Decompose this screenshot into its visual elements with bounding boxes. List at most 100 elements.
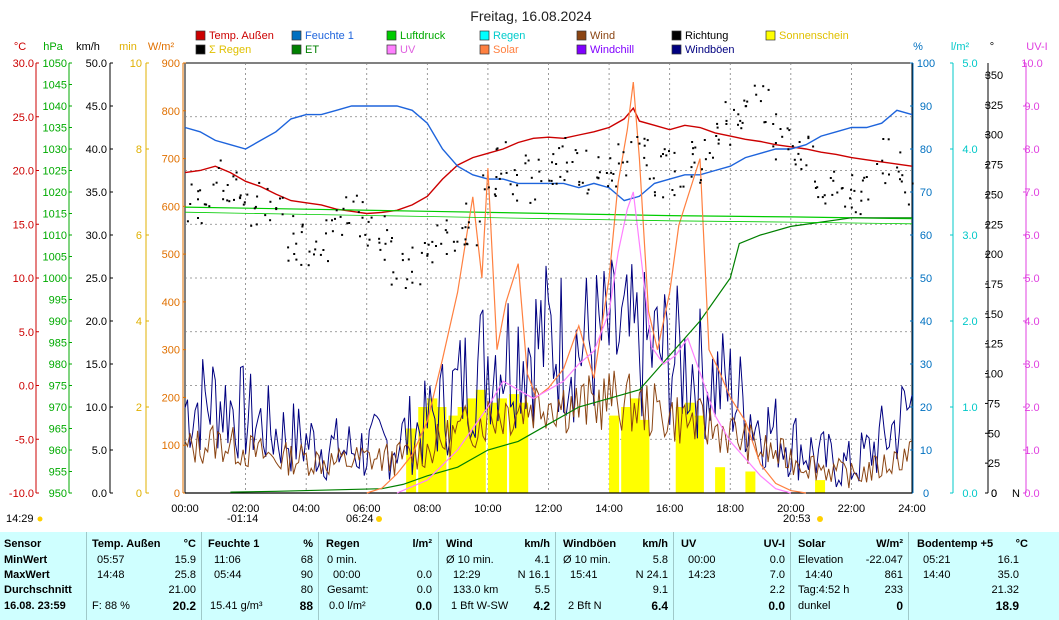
direction-point	[516, 199, 519, 202]
axis-tick-temp: 10.0	[13, 273, 34, 285]
direction-point	[597, 156, 600, 159]
direction-point	[881, 172, 884, 175]
direction-point	[781, 135, 784, 138]
axis-tick-pressure: 1020	[43, 187, 67, 199]
uv-r2-label: 14:23	[688, 569, 716, 581]
direction-point	[238, 196, 241, 199]
axis-tick-temp: 0.0	[19, 381, 34, 393]
direction-point	[370, 216, 373, 219]
series-tempauen	[184, 106, 913, 215]
direction-point	[907, 203, 910, 206]
direction-point	[739, 119, 742, 122]
rain-extra: 0.0 l/m²	[329, 600, 366, 612]
uv-current: 0.0	[768, 599, 785, 613]
stats-table: Sensor MinWert MaxWert Durchschnitt 16.0…	[0, 532, 1059, 620]
sunshine-bar	[715, 467, 726, 493]
direction-point	[764, 121, 767, 123]
axis-tick-humidity: 30	[920, 359, 932, 371]
direction-point	[622, 151, 625, 154]
stats-col-gust: Windböen km/h Ø 10 min. 5.8 15:41 N 24.1…	[555, 532, 674, 620]
axis-tick-humidity: 40	[920, 316, 932, 328]
direction-point	[190, 183, 193, 186]
direction-point	[524, 154, 527, 157]
axis-tick-solar: 500	[162, 249, 180, 261]
direction-point	[550, 179, 553, 182]
direction-point	[621, 161, 624, 164]
direction-point	[704, 158, 707, 161]
axis-tick-humidity: 80	[920, 144, 932, 156]
axis-tick-humidity: 10	[920, 445, 932, 457]
direction-point	[565, 161, 568, 164]
direction-point	[660, 155, 662, 158]
direction-point	[287, 259, 290, 262]
axis-tick-humidity: 90	[920, 101, 932, 113]
stats-col-humidity: Feuchte 1 % 11:06 68 05:44 90 80 15.41 g…	[201, 532, 319, 620]
legend-label: Windchill	[590, 44, 634, 56]
direction-point	[197, 190, 200, 193]
direction-point	[232, 175, 235, 178]
direction-point	[581, 181, 584, 184]
direction-point	[574, 149, 577, 152]
solar-r3-label: Tag:4:52 h	[798, 584, 850, 596]
direction-point	[420, 251, 423, 254]
axis-tick-solar: 900	[162, 58, 180, 70]
legend-swatch	[671, 44, 682, 55]
direction-point	[279, 197, 281, 200]
direction-point	[814, 180, 816, 183]
direction-point	[246, 193, 249, 196]
direction-point	[368, 238, 371, 241]
direction-point	[295, 258, 298, 261]
direction-point	[325, 232, 327, 235]
direction-point	[404, 287, 407, 289]
direction-point	[625, 174, 628, 177]
direction-point	[564, 137, 567, 139]
temp-min-time: 05:57	[97, 554, 125, 566]
axis-tick-wind: 15.0	[86, 359, 107, 371]
direction-point	[786, 127, 789, 130]
direction-point	[392, 271, 395, 274]
x-tick-label: 12:00	[535, 503, 563, 515]
stats-date: 16.08. 23:59	[4, 600, 66, 612]
direction-point	[654, 194, 656, 197]
direction-point	[361, 201, 364, 204]
direction-point	[690, 166, 693, 169]
axis-unit-temp: °C	[14, 41, 26, 53]
direction-point	[456, 240, 459, 243]
stats-avg-label: Durchschnitt	[4, 584, 72, 596]
axis-tick-pressure: 1000	[43, 273, 67, 285]
direction-point	[222, 198, 225, 201]
axis-tick-pressure: 960	[49, 445, 67, 457]
direction-point	[740, 127, 743, 130]
chart-title: Freitag, 16.08.2024	[470, 8, 592, 24]
direction-point	[673, 194, 676, 197]
direction-point	[551, 161, 553, 164]
sunshine-bar	[406, 428, 417, 493]
stats-sensor-header: Sensor	[4, 538, 42, 550]
direction-point	[538, 170, 541, 173]
axis-tick-direction: 150	[985, 309, 1003, 321]
direction-point	[561, 145, 564, 148]
axis-tick-pressure: 950	[49, 488, 67, 500]
sunshine-bar	[418, 407, 429, 493]
direction-point	[233, 198, 235, 201]
humidity-header: Feuchte 1	[208, 538, 260, 550]
temp-min: 15.9	[174, 554, 196, 566]
direction-point	[199, 189, 202, 192]
axis-tick-uv: 2.0	[1024, 402, 1039, 414]
stats-col-rain: Regen l/m² 0 min. 00:00 0.0 Gesamt: 0.0 …	[318, 532, 439, 620]
direction-point	[793, 158, 796, 161]
direction-point	[701, 168, 703, 171]
direction-point	[189, 203, 192, 205]
axis-tick-direction: 50	[988, 428, 1000, 440]
axis-tick-sunshine: 6	[136, 230, 142, 242]
direction-point	[435, 245, 437, 247]
wind-header: Wind	[446, 538, 473, 550]
x-tick-label: 06:00	[353, 503, 381, 515]
direction-point	[638, 142, 641, 145]
direction-point	[587, 188, 590, 191]
direction-point	[691, 141, 694, 143]
legend-label: Σ Regen	[209, 44, 251, 56]
axis-tick-rain: 1.0	[962, 402, 977, 414]
direction-point	[787, 148, 790, 151]
direction-point	[378, 237, 381, 240]
